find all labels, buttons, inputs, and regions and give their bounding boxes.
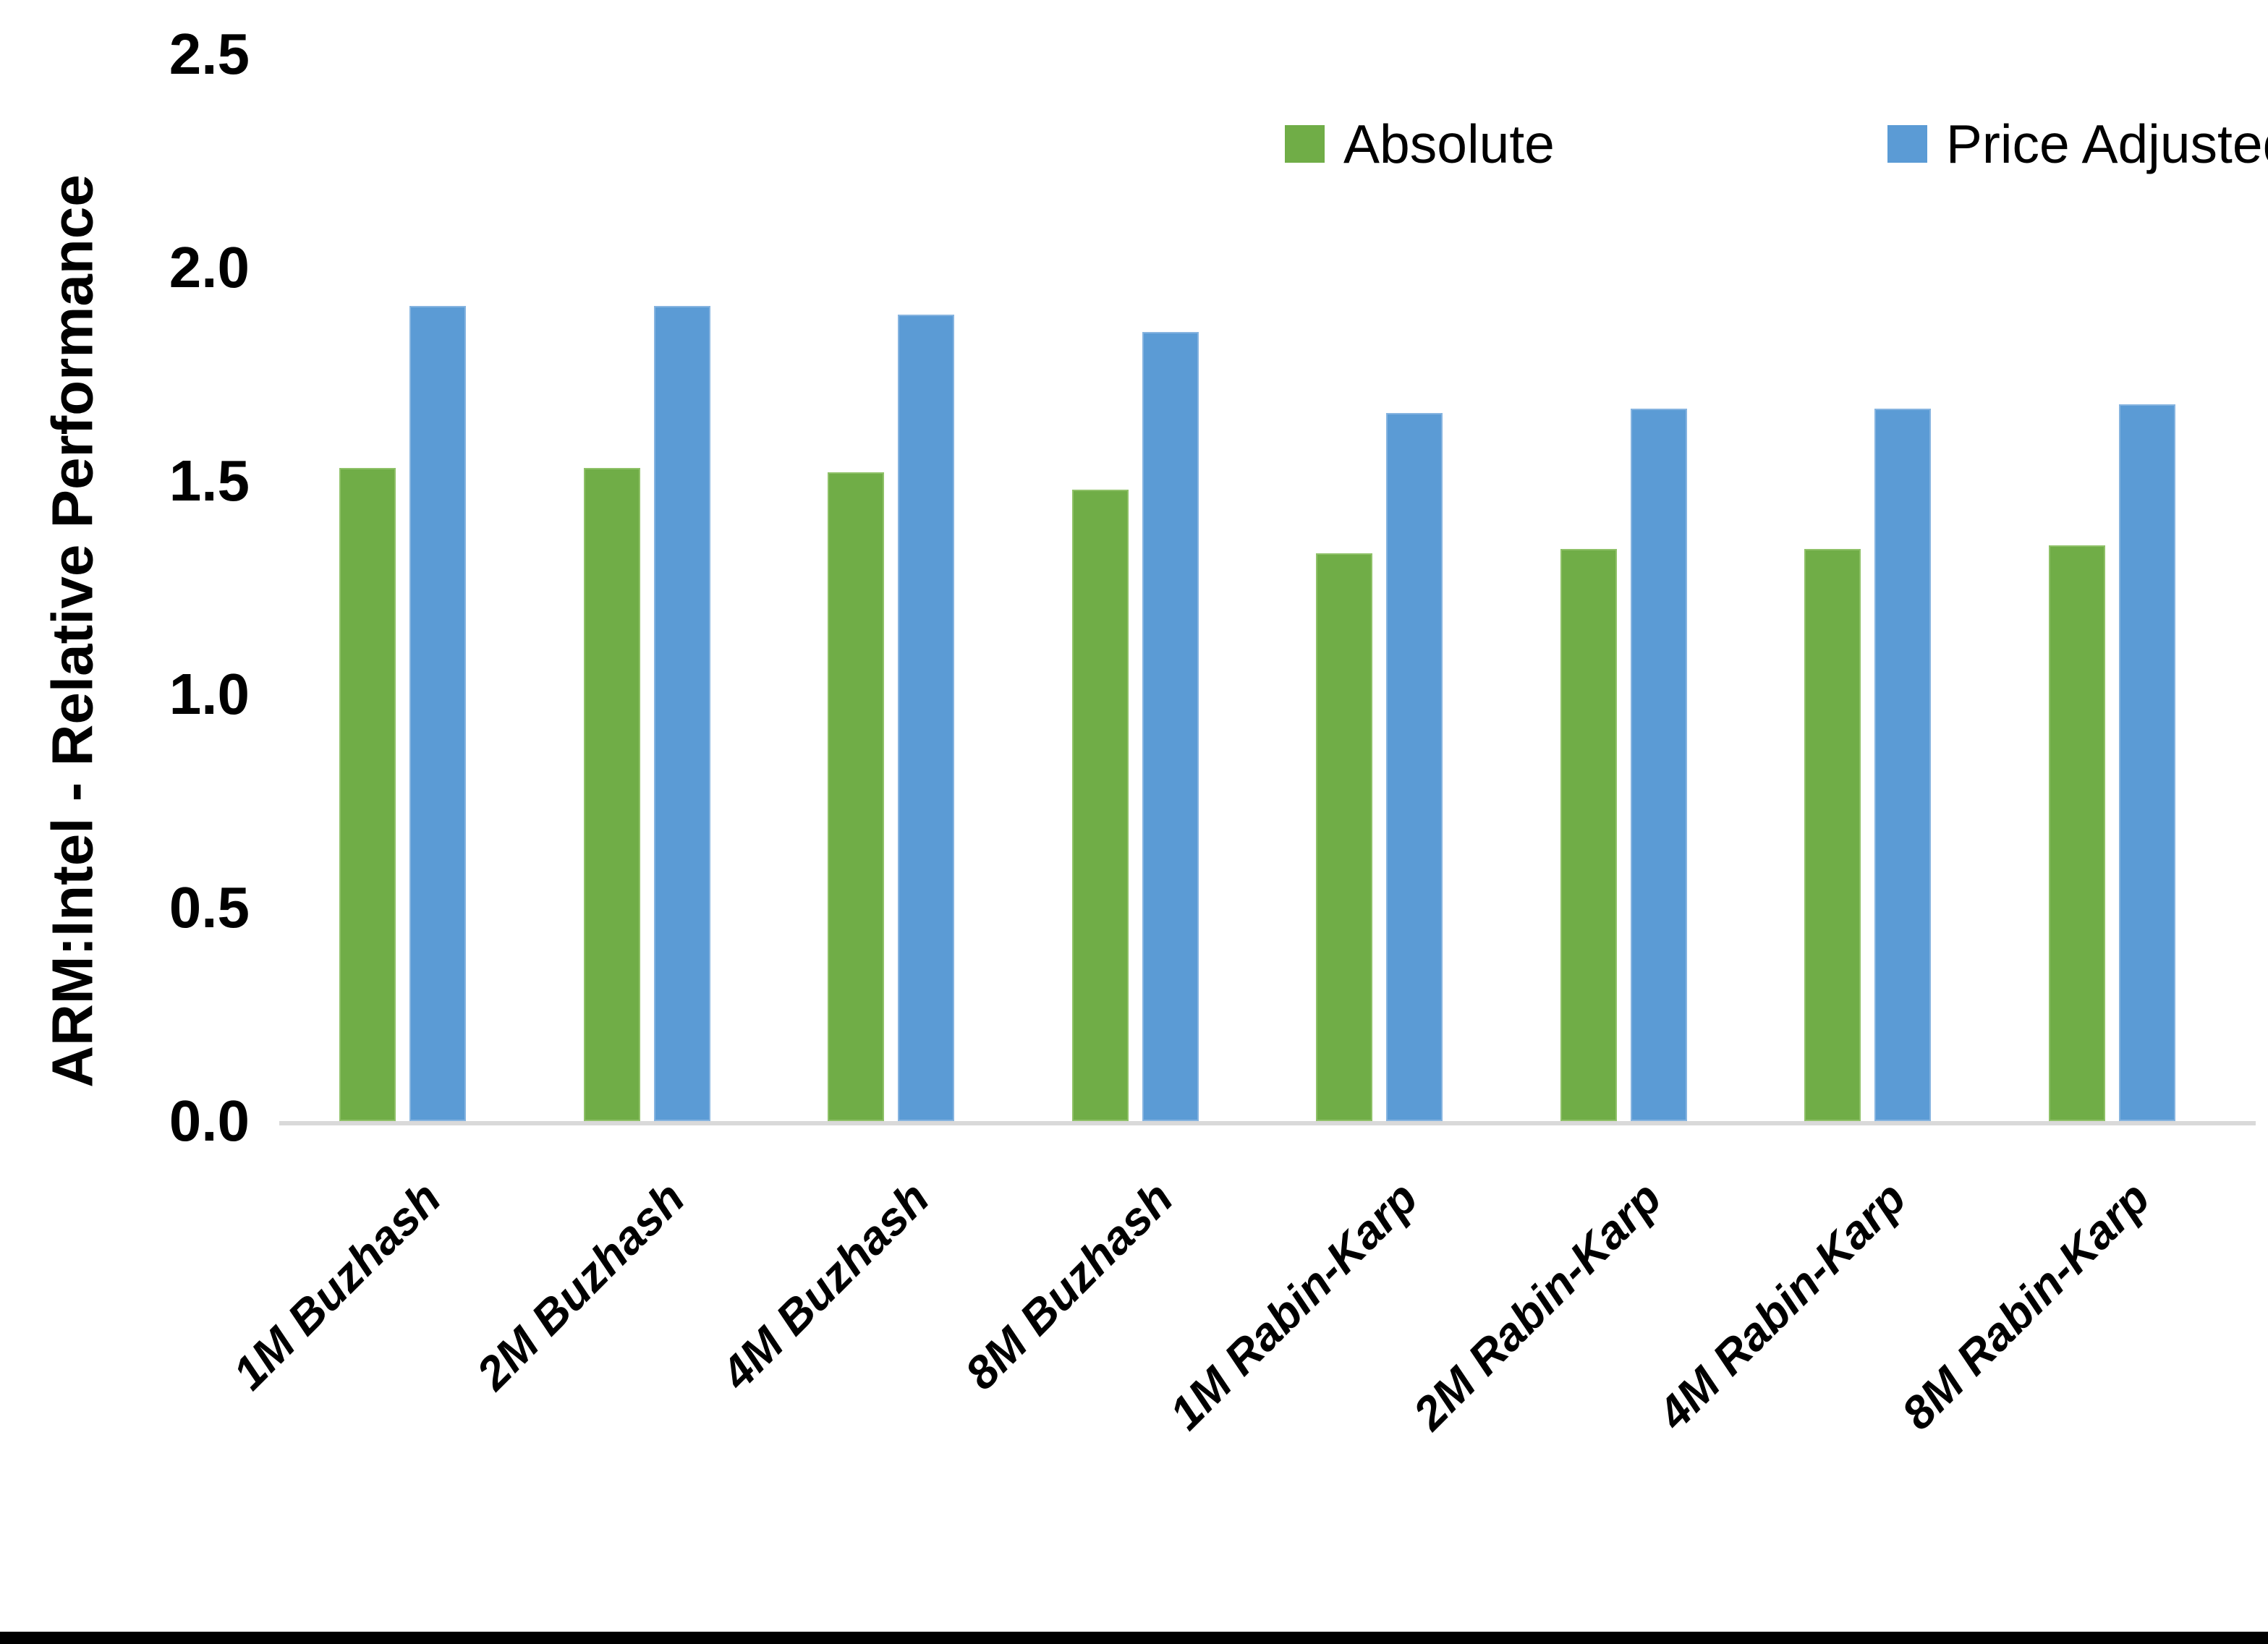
bar-absolute-4m-buzhash <box>828 472 884 1121</box>
bar-absolute-8m-rabin-karp <box>2048 545 2105 1121</box>
bar-absolute-8m-buzhash <box>1071 489 1129 1121</box>
legend-item-price-adjusted: Price Adjusted <box>1887 114 2268 174</box>
legend-swatch-price-adjusted <box>1887 125 1927 163</box>
y-tick-label-2.0: 2.0 <box>169 235 250 299</box>
chart-legend: Absolute Price Adjusted <box>1285 114 2268 174</box>
y-tick-label-0.0: 0.0 <box>169 1089 250 1153</box>
bar-price-adjusted-4m-buzhash <box>898 314 954 1121</box>
bar-price-adjusted-4m-rabin-karp <box>1874 408 1931 1121</box>
bar-price-adjusted-8m-rabin-karp <box>2118 404 2175 1121</box>
bar-absolute-1m-buzhash <box>339 468 396 1121</box>
bar-absolute-4m-rabin-karp <box>1804 549 1861 1121</box>
bar-absolute-1m-rabin-karp <box>1316 553 1372 1121</box>
y-tick-label-2.5: 2.5 <box>169 22 250 86</box>
x-axis-baseline <box>279 1121 2256 1125</box>
y-tick-label-0.5: 0.5 <box>169 875 250 940</box>
legend-swatch-absolute <box>1285 125 1325 163</box>
y-tick-label-1.5: 1.5 <box>169 448 250 513</box>
bar-absolute-2m-rabin-karp <box>1560 549 1617 1121</box>
bar-price-adjusted-1m-rabin-karp <box>1386 412 1443 1121</box>
bar-price-adjusted-1m-buzhash <box>409 306 466 1121</box>
legend-label-absolute: Absolute <box>1343 114 1555 174</box>
legend-item-absolute: Absolute <box>1285 114 1555 174</box>
slide-bottom-border <box>0 1632 2268 1644</box>
bar-absolute-2m-buzhash <box>583 468 640 1121</box>
bar-price-adjusted-2m-buzhash <box>653 306 710 1121</box>
y-tick-label-1.0: 1.0 <box>169 662 250 726</box>
bar-price-adjusted-2m-rabin-karp <box>1630 408 1687 1121</box>
bar-price-adjusted-8m-buzhash <box>1142 331 1199 1121</box>
legend-label-price-adjusted: Price Adjusted <box>1945 114 2268 174</box>
